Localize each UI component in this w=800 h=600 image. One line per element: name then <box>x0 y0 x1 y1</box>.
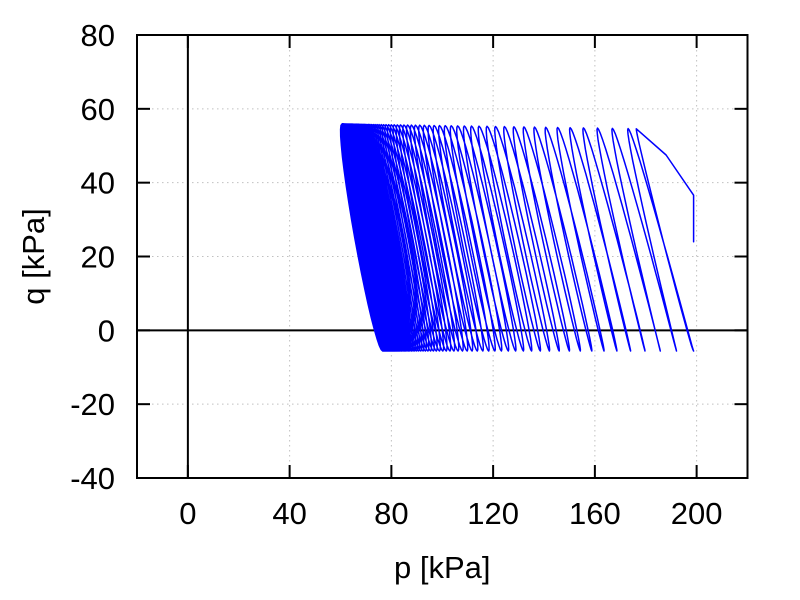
x-tick-label: 120 <box>467 496 519 531</box>
y-axis-label: q [kPa] <box>16 208 51 305</box>
y-tick-label: 80 <box>81 18 115 53</box>
x-axis-label: p [kPa] <box>394 550 491 585</box>
x-tick-label: 40 <box>272 496 306 531</box>
y-tick-label: 40 <box>81 166 115 201</box>
y-tick-label: 60 <box>81 92 115 127</box>
y-tick-label: 20 <box>81 240 115 275</box>
y-tick-label: -40 <box>70 461 115 496</box>
x-tick-label: 80 <box>374 496 408 531</box>
plot-border <box>136 34 749 479</box>
x-tick-label: 200 <box>671 496 723 531</box>
x-tick-label: 160 <box>569 496 621 531</box>
y-tick-label: -20 <box>70 387 115 422</box>
x-tick-label: 0 <box>179 496 196 531</box>
y-tick-label: 0 <box>98 313 115 348</box>
stress-path-line <box>339 123 695 352</box>
